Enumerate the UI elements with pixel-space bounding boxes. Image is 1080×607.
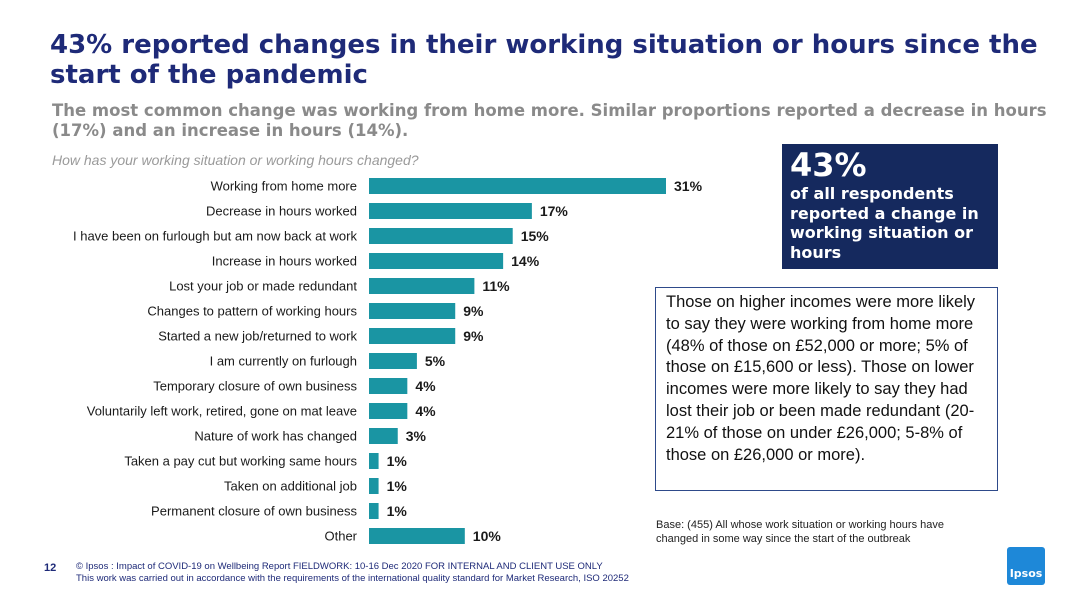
page-subtitle: The most common change was working from … [52,101,1047,140]
bar [369,178,666,194]
category-label: Decrease in hours worked [206,204,357,219]
bar [369,478,379,494]
bar [369,428,398,444]
category-label: Lost your job or made redundant [169,279,357,294]
bar [369,378,408,394]
value-label: 5% [425,353,446,369]
category-label: Voluntarily left work, retired, gone on … [87,404,357,419]
footer: © Ipsos : Impact of COVID-19 on Wellbein… [76,561,776,585]
income-note-box: Those on higher incomes were more likely… [655,287,998,491]
value-label: 17% [540,203,569,219]
bar-chart: Working from home more 31% Decrease in hou… [73,178,703,544]
category-label: Other [324,529,357,544]
category-label: Temporary closure of own business [153,379,357,394]
callout-text: of all respondents reported a change in … [790,184,979,262]
category-label: Increase in hours worked [212,254,357,269]
bar [369,403,408,419]
footer-line-2: This work was carried out in accordance … [76,573,629,584]
bar [369,353,417,369]
base-note: Base: (455) All whose work situation or … [656,519,944,545]
category-label: Permanent closure of own business [151,504,357,519]
category-label: I am currently on furlough [210,354,357,369]
category-label: Started a new job/returned to work [158,329,357,344]
category-label: Working from home more [211,179,357,194]
value-label: 4% [415,378,436,394]
category-label: I have been on furlough but am now back … [73,229,358,244]
value-label: 10% [473,528,502,544]
value-label: 11% [482,278,510,294]
bar [369,253,504,269]
value-label: 15% [521,228,550,244]
value-label: 1% [387,478,408,494]
summary-callout: 43% of all respondents reported a change… [782,144,998,269]
bar [369,303,456,319]
ipsos-logo: Ipsos [1007,547,1045,585]
bar [369,328,456,344]
value-label: 9% [463,328,484,344]
value-label: 3% [406,428,427,444]
category-label: Taken on additional job [224,479,357,494]
value-label: 1% [387,503,408,519]
logo-text: Ipsos [1009,567,1043,580]
category-label: Taken a pay cut but working same hours [124,454,357,469]
category-label: Changes to pattern of working hours [147,304,357,319]
value-label: 9% [463,303,484,319]
value-label: 4% [415,403,436,419]
bar [369,453,379,469]
value-label: 31% [674,178,703,194]
category-label: Nature of work has changed [194,429,357,444]
survey-question: How has your working situation or workin… [52,152,419,168]
bar [369,503,379,519]
page-title: 43% reported changes in their working si… [50,30,1038,90]
page-number: 12 [44,562,57,574]
bar [369,528,465,544]
callout-percentage: 43% [790,146,867,184]
footer-line-1: © Ipsos : Impact of COVID-19 on Wellbein… [76,561,603,572]
value-label: 14% [511,253,540,269]
bar [369,278,475,294]
bar [369,203,532,219]
value-label: 1% [387,453,408,469]
bar [369,228,513,244]
